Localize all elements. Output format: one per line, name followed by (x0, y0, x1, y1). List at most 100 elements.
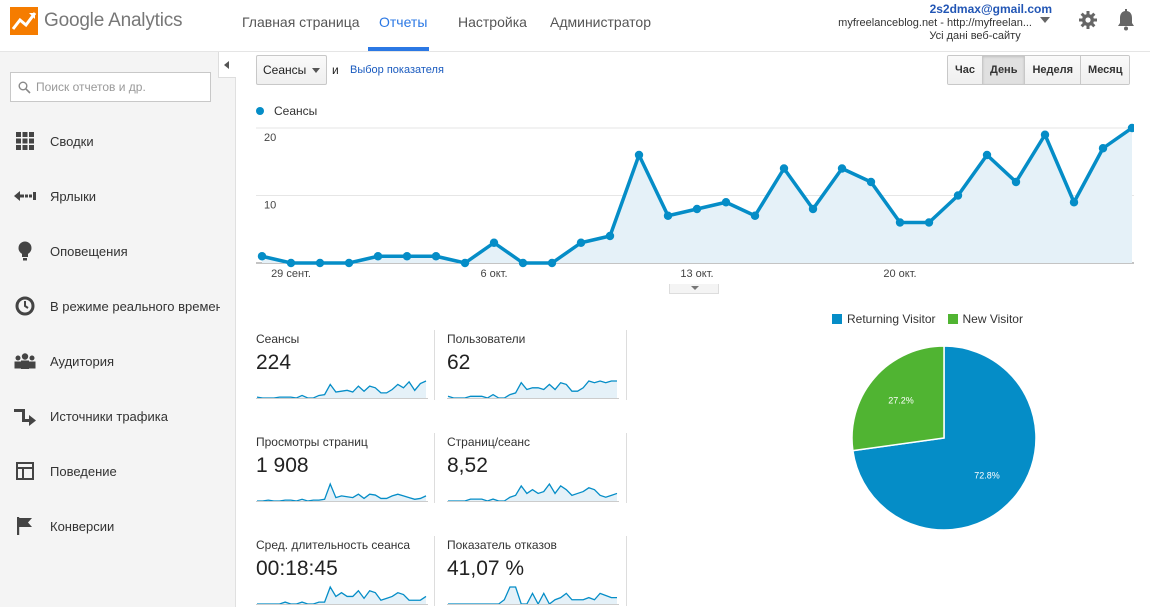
analytics-logo-icon (10, 7, 38, 35)
metric-tile-label: Пользователи (447, 332, 526, 346)
sidebar-item-conversions[interactable]: Конверсии (0, 511, 220, 541)
people-icon (14, 350, 36, 372)
sidebar-item-acquisition[interactable]: Источники трафика (0, 401, 220, 431)
metric-tile[interactable]: Сеансы 224 (256, 332, 436, 405)
google-analytics-logo[interactable]: Google Analytics (10, 5, 183, 37)
nav-reports[interactable]: Отчеты (379, 14, 428, 30)
chart-expand-handle[interactable] (669, 284, 719, 294)
period-month-button[interactable]: Месяц (1081, 56, 1130, 84)
account-selector[interactable]: 2s2dmax@gmail.com myfreelanceblog.net - … (838, 2, 1052, 42)
chart-legend[interactable]: Сеансы (256, 104, 317, 118)
metric-tile-value: 1 908 (256, 454, 309, 477)
metric-tile[interactable]: Пользователи 62 (447, 332, 627, 405)
metric-tile[interactable]: Просмотры страниц 1 908 (256, 435, 436, 508)
sidebar-item-shortcuts[interactable]: Ярлыки (0, 181, 220, 211)
y-tick-label: 10 (264, 200, 276, 212)
gear-icon[interactable] (1078, 10, 1098, 30)
tile-divider (434, 536, 435, 606)
metric-tile-value: 8,52 (447, 454, 488, 477)
legend-label-returning[interactable]: Returning Visitor (847, 312, 936, 326)
shortcut-arrow-icon (14, 185, 36, 207)
metric-tile-label: Просмотры страниц (256, 435, 368, 449)
sidebar-item-label: Поведение (50, 463, 117, 479)
legend-swatch-new (947, 314, 958, 324)
sparkline-area (257, 381, 426, 398)
sidebar-item-alerts[interactable]: Оповещения (0, 236, 220, 266)
search-icon (18, 81, 31, 94)
data-point (750, 211, 760, 220)
report-search-input[interactable] (36, 80, 206, 94)
pie-legend: Returning Visitor New Visitor (832, 312, 1023, 326)
lightbulb-icon (14, 240, 36, 262)
traffic-arrows-icon (14, 405, 36, 427)
account-email: 2s2dmax@gmail.com (929, 2, 1052, 16)
sidebar-item-behavior[interactable]: Поведение (0, 456, 220, 486)
clock-icon (14, 295, 36, 317)
layout-icon (14, 460, 36, 482)
sparkline-line (257, 482, 427, 502)
pie-slice-label: 72.8% (974, 470, 1000, 480)
chevron-down-icon (691, 286, 699, 290)
sparkline (447, 380, 619, 399)
data-point (692, 204, 702, 214)
nav-customization[interactable]: Настройка (458, 14, 527, 30)
legend-swatch-returning (832, 314, 842, 324)
metric-tile-label: Сеансы (256, 332, 300, 346)
data-point (1011, 177, 1021, 187)
sparkline-area (257, 484, 426, 501)
sparkline-area (448, 381, 617, 398)
x-tick-label: 20 окт. (883, 268, 916, 280)
sidebar-item-realtime[interactable]: В режиме реального времени (0, 291, 220, 321)
metric-tile[interactable]: Сред. длительность сеанса 00:18:45 (256, 538, 436, 607)
and-label: и (332, 63, 339, 77)
metric-tile-value: 224 (256, 351, 292, 374)
data-point (1069, 198, 1079, 207)
choose-metric-link[interactable]: Выбор показателя (350, 64, 444, 76)
tile-divider (626, 433, 627, 503)
metric-tile-label: Показатель отказов (447, 538, 557, 552)
metric-tile-label: Страниц/сеанс (447, 435, 531, 449)
sidebar-item-label: Сводки (50, 133, 94, 149)
period-week-button[interactable]: Неделя (1025, 56, 1082, 84)
period-day-button[interactable]: День (982, 56, 1026, 84)
chevron-down-icon[interactable] (1040, 17, 1050, 23)
metric-tile-label: Сред. длительность сеанса (256, 538, 411, 552)
sparkline (447, 482, 619, 502)
metric-tile[interactable]: Страниц/сеанс 8,52 (447, 435, 627, 508)
data-point (779, 164, 789, 173)
sidebar-item-label: Ярлыки (50, 188, 97, 204)
nav-active-indicator (368, 47, 429, 51)
pie-slice (851, 345, 945, 452)
sidebar-item-label: Конверсии (50, 518, 115, 534)
bell-icon[interactable] (1116, 9, 1136, 31)
sparkline-line (448, 482, 618, 502)
metric-tile[interactable]: Показатель отказов 41,07 % (447, 538, 627, 607)
sparkline-line (257, 585, 427, 605)
sessions-area (262, 128, 1132, 263)
sidebar-item-label: Источники трафика (50, 408, 168, 424)
nav-admin[interactable]: Администратор (550, 14, 652, 30)
nav-home[interactable]: Главная страница (242, 14, 360, 30)
metric-select[interactable]: Сеансы (256, 55, 327, 85)
data-point (489, 238, 499, 247)
sidebar-item-dashboards[interactable]: Сводки (0, 126, 220, 156)
data-point (634, 150, 644, 160)
sidebar-item-audience[interactable]: Аудитория (0, 346, 220, 376)
sidebar-collapse-button[interactable] (218, 52, 236, 78)
period-toggle: Час День Неделя Месяц (947, 55, 1131, 85)
metric-select-value: Сеансы (263, 63, 307, 77)
data-point (315, 258, 325, 268)
data-point (837, 164, 847, 173)
data-point (1040, 130, 1050, 139)
legend-label-new[interactable]: New Visitor (962, 312, 1023, 326)
period-hour-button[interactable]: Час (948, 56, 983, 84)
metric-tile-value: 62 (447, 351, 471, 374)
grid-icon (14, 130, 36, 152)
account-view: Усі дані веб-сайту (929, 30, 1021, 42)
data-point (663, 211, 673, 220)
sparkline (256, 585, 428, 605)
legend-label: Сеансы (274, 104, 318, 118)
report-search-box[interactable] (10, 72, 211, 102)
sessions-line-chart: 10 20 29 сент. 6 окт. 13 окт. 20 окт. (256, 123, 1134, 280)
legend-swatch (256, 107, 264, 115)
